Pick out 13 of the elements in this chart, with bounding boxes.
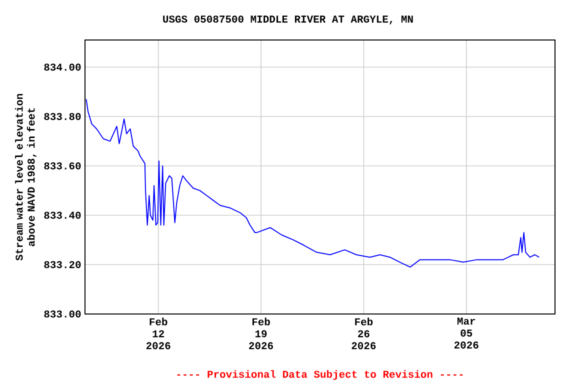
y-tick-label: 833.60 [44, 162, 81, 170]
y-tick-label: 833.40 [44, 212, 81, 219]
y-tick-label: 833.80 [44, 112, 81, 120]
text: ---- Provisional Data Subject to Revision ---- [177, 370, 463, 380]
y-axis-title: Stream water level elevation above NAVD 1988, in feet [15, 94, 36, 261]
y-tick-label: 833.20 [44, 261, 81, 268]
chart-title: USGS 05087500 MIDDLE RIVER AT ARGYLE, MN [163, 16, 413, 24]
x-tick-label: Mar 05 2026 [454, 318, 478, 349]
x-tick-label: Feb 12 2026 [146, 318, 170, 350]
x-tick-label: Feb 19 2026 [249, 318, 273, 350]
y-tick-label: 834.00 [44, 64, 81, 71]
x-tick-label: Feb 26 2026 [352, 318, 376, 350]
y-tick-label: 833.00 [44, 310, 81, 318]
